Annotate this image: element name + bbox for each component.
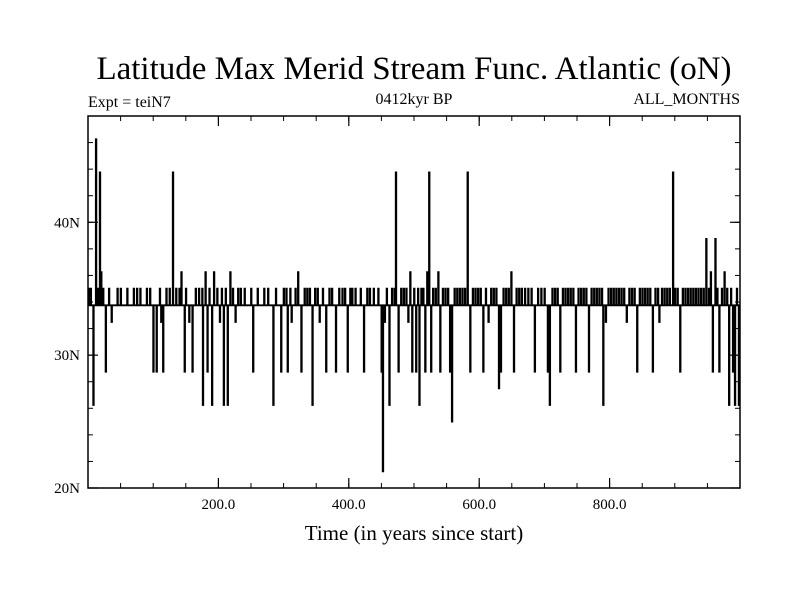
y-tick-label: 30N: [54, 348, 80, 364]
x-tick-label: 800.0: [593, 497, 627, 513]
period-label: 0412kyr BP: [376, 91, 453, 108]
x-tick-label: 400.0: [332, 497, 366, 513]
x-tick-label: 600.0: [462, 497, 496, 513]
experiment-label: Expt = teiN7: [88, 94, 171, 111]
tick-labels: 200.0 400.0 600.0 800.0 20N 30N 40N: [54, 215, 626, 513]
x-tick-label: 200.0: [202, 497, 236, 513]
y-tick-label: 20N: [54, 481, 80, 497]
series-line: [87, 138, 741, 473]
chart-title: Latitude Max Merid Stream Func. Atlantic…: [96, 51, 731, 87]
season-label: ALL_MONTHS: [633, 91, 740, 108]
y-tick-label: 40N: [54, 215, 80, 231]
x-axis-label: Time (in years since start): [305, 521, 524, 545]
plot-frame: [87, 115, 741, 489]
